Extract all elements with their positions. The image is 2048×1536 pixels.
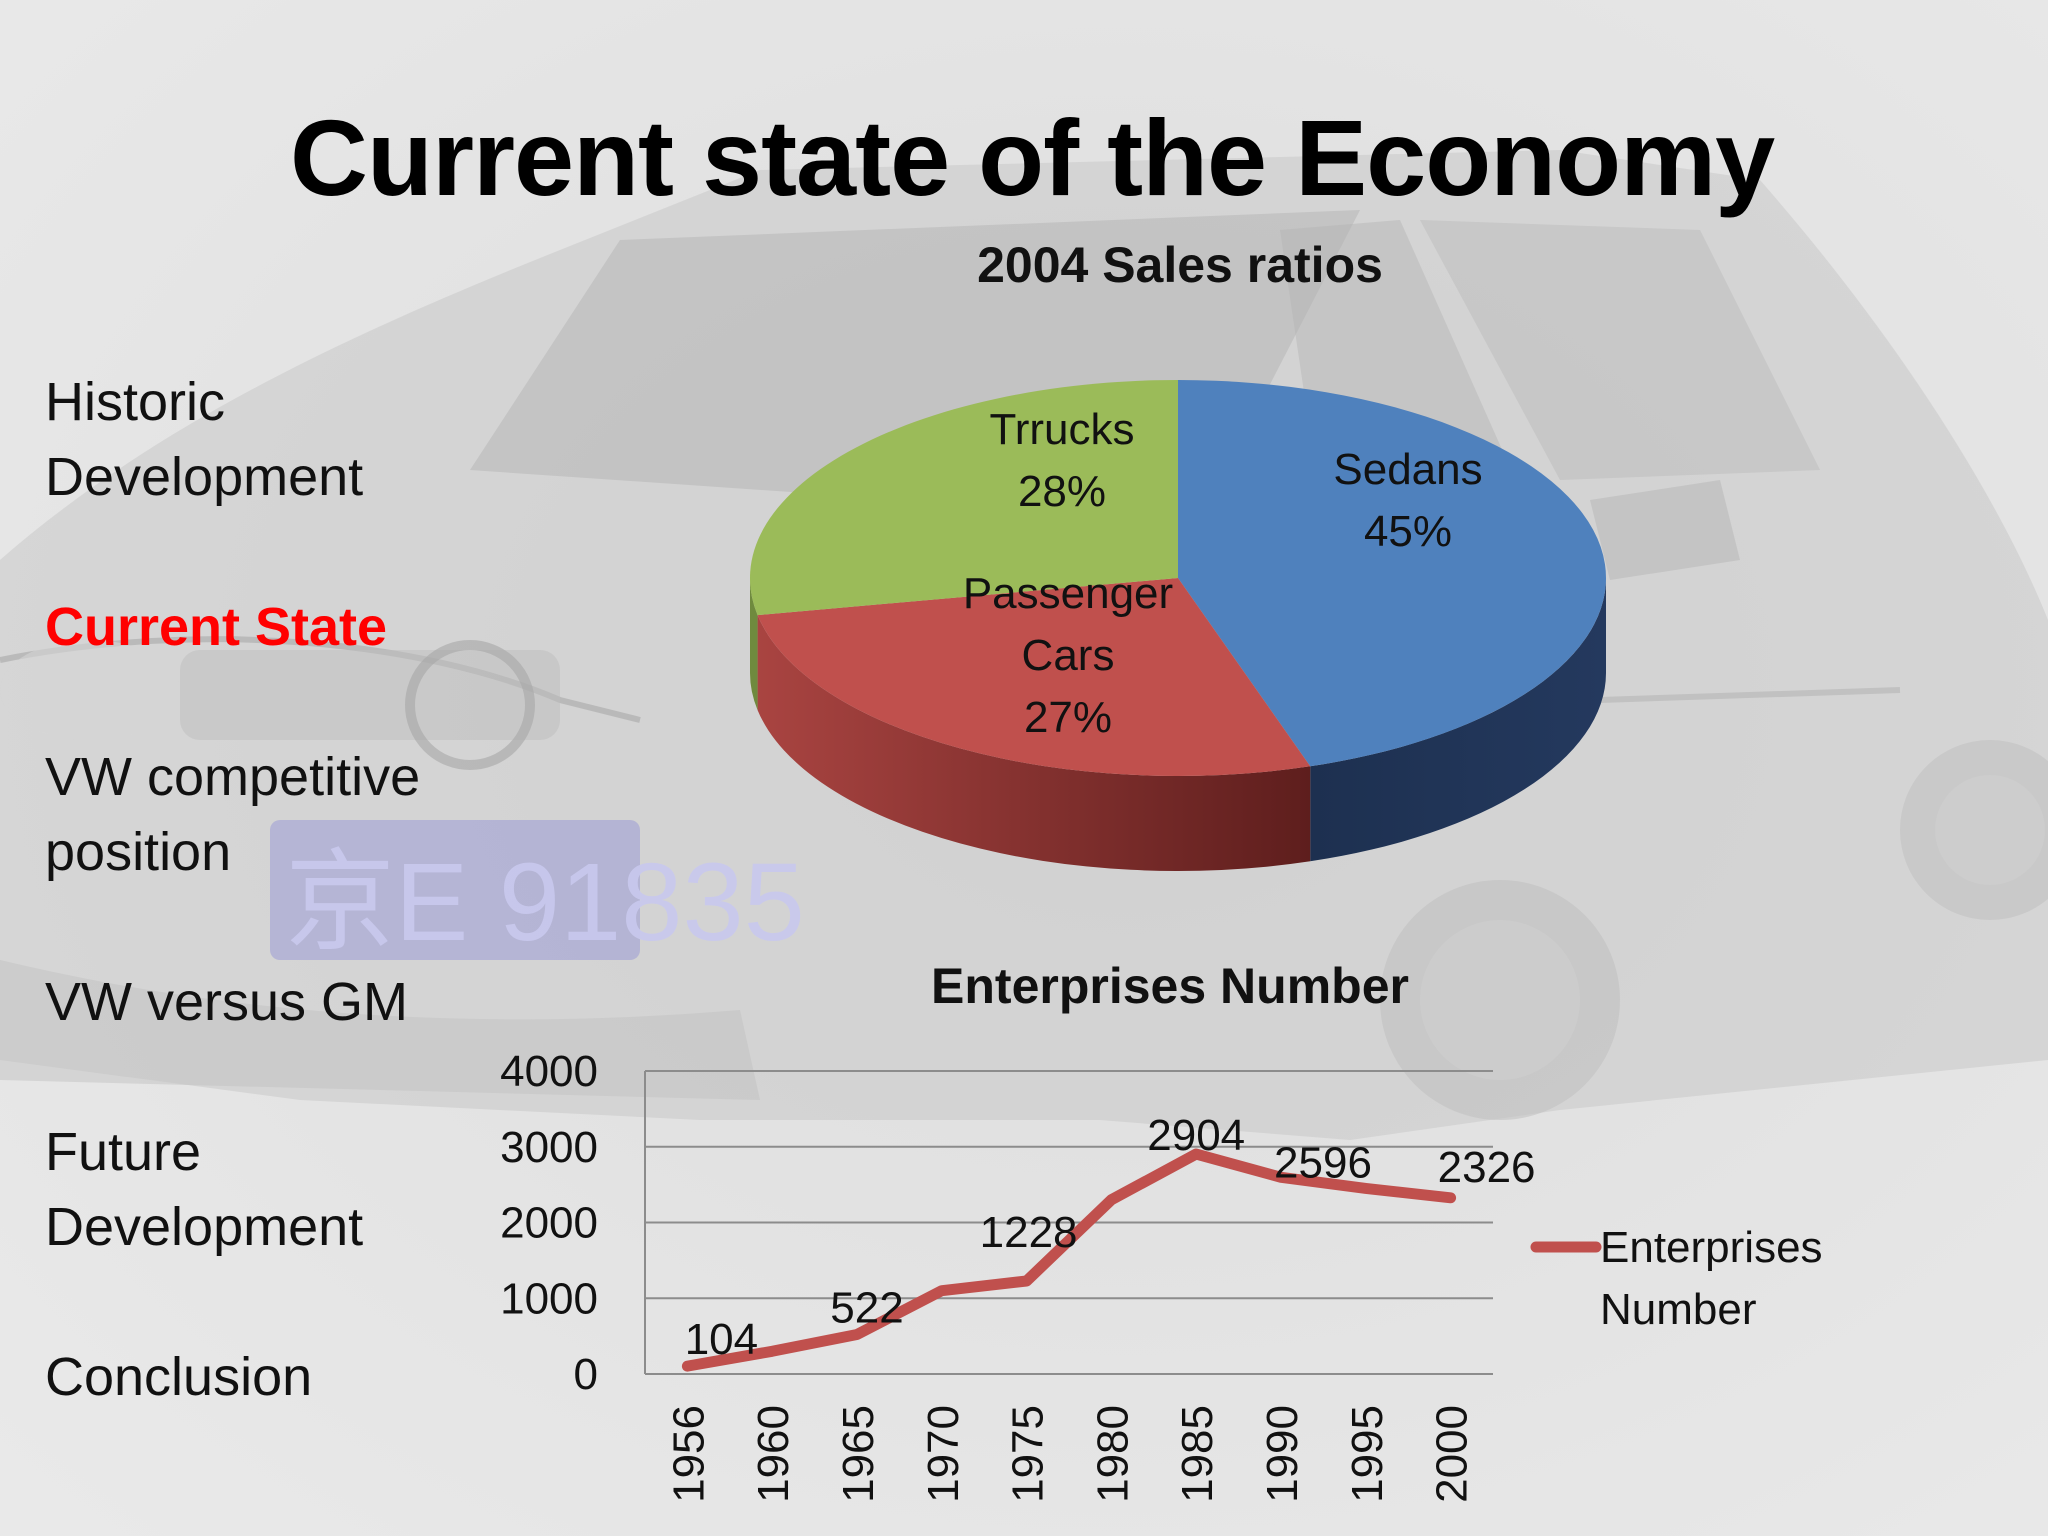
x-tick-label: 1995 bbox=[1343, 1405, 1392, 1503]
x-tick-label: 2000 bbox=[1428, 1405, 1477, 1503]
nav-item-future-development[interactable]: Future Development bbox=[45, 1122, 364, 1257]
series-point bbox=[1110, 1198, 1113, 1201]
legend-label: Enterprises Number bbox=[1600, 1223, 1823, 1334]
nav-item-vw-competitive-position[interactable]: VW competitive position bbox=[45, 747, 421, 882]
section-nav: Historic Development Current State VW co… bbox=[45, 365, 485, 1415]
x-tick-label: 1980 bbox=[1088, 1405, 1137, 1503]
pie-label-2: Trrucks 28% bbox=[989, 405, 1134, 516]
x-tick-label: 1956 bbox=[664, 1405, 713, 1503]
pie-chart-title: 2004 Sales ratios bbox=[977, 237, 1383, 293]
data-label: 2596 bbox=[1274, 1138, 1372, 1187]
data-label: 2326 bbox=[1438, 1143, 1536, 1192]
pie-label-0: Sedans 45% bbox=[1333, 445, 1482, 556]
data-label: 104 bbox=[685, 1315, 758, 1364]
pie-slice-1 bbox=[757, 578, 1311, 776]
nav-item-current-state[interactable]: Current State bbox=[45, 597, 388, 657]
series-point bbox=[1195, 1153, 1198, 1156]
data-label: 522 bbox=[830, 1283, 903, 1332]
nav-item-conclusion[interactable]: Conclusion bbox=[45, 1347, 313, 1407]
nav-item-historic-development[interactable]: Historic Development bbox=[45, 372, 364, 507]
series-line bbox=[681, 1148, 1457, 1372]
x-tick-label: 1965 bbox=[834, 1405, 883, 1503]
license-plate-text: 京E 91835 bbox=[285, 841, 805, 964]
x-tick-label: 1990 bbox=[1258, 1405, 1307, 1503]
data-label: 1228 bbox=[980, 1208, 1078, 1257]
y-tick-label: 3000 bbox=[500, 1123, 598, 1172]
x-tick-label: 1985 bbox=[1173, 1405, 1222, 1503]
x-tick-label: 1960 bbox=[749, 1405, 798, 1503]
pie-slice-2 bbox=[750, 380, 1178, 616]
series-point bbox=[1449, 1196, 1452, 1199]
y-tick-label: 1000 bbox=[500, 1274, 598, 1323]
y-tick-label: 2000 bbox=[500, 1199, 598, 1248]
series-point bbox=[1280, 1176, 1282, 1179]
series-point bbox=[686, 1365, 689, 1368]
series-point bbox=[1364, 1187, 1367, 1190]
x-tick-label: 1975 bbox=[1004, 1405, 1053, 1503]
series-point bbox=[771, 1350, 774, 1353]
line-chart-title: Enterprises Number bbox=[931, 958, 1409, 1014]
data-label: 2904 bbox=[1147, 1111, 1245, 1160]
series-point bbox=[940, 1289, 943, 1292]
pie-side-0 bbox=[1310, 578, 1606, 862]
series-point bbox=[856, 1333, 858, 1336]
y-tick-label: 4000 bbox=[500, 1047, 598, 1096]
x-tick-label: 1970 bbox=[919, 1405, 968, 1503]
pie-side-2 bbox=[750, 578, 758, 711]
slide-title: Current state of the Economy bbox=[290, 97, 1775, 218]
y-tick-label: 0 bbox=[574, 1350, 598, 1399]
nav-item-vw-versus-gm[interactable]: VW versus GM bbox=[45, 972, 409, 1032]
series-point bbox=[1025, 1279, 1028, 1282]
pie-label-1: Passenger Cars 27% bbox=[963, 569, 1173, 742]
pie-side-1 bbox=[757, 615, 1311, 872]
pie-slice-0 bbox=[1178, 380, 1606, 767]
